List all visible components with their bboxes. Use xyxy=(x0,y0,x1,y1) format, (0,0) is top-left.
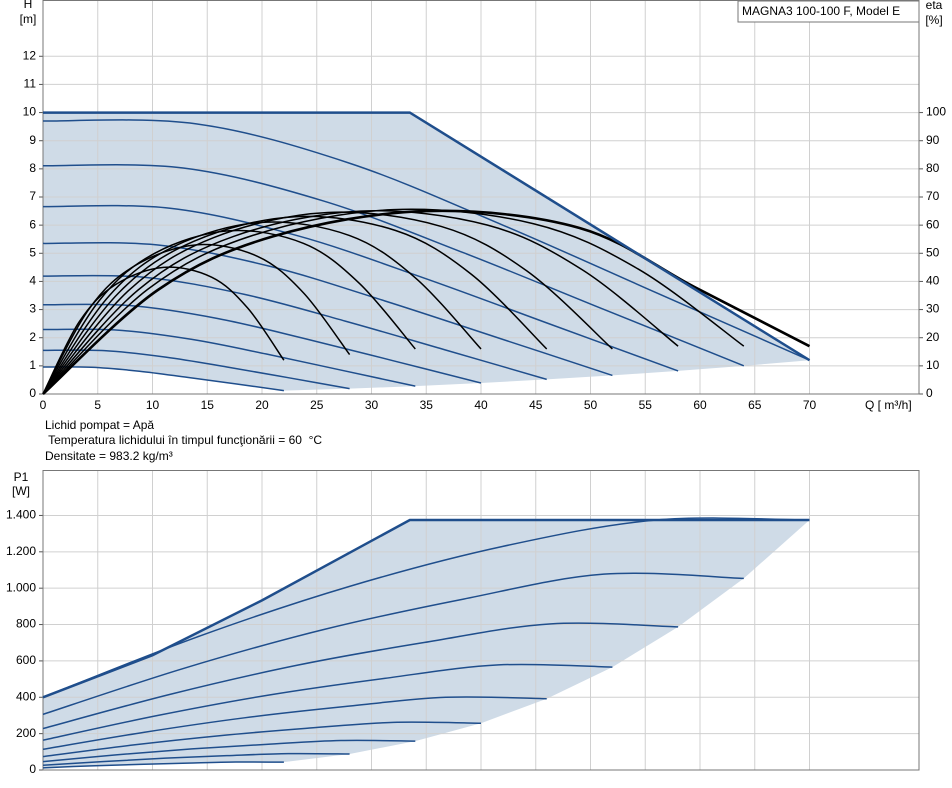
note: Densitate = 983.2 kg/m³ xyxy=(45,449,173,463)
curve xyxy=(42,622,679,730)
efficiency-curve xyxy=(42,229,416,395)
max-curve xyxy=(42,518,810,699)
curve xyxy=(42,274,547,381)
y-tick-label: 4 xyxy=(29,274,36,288)
efficiency-curve xyxy=(42,266,285,395)
y-tick-label: 1.000 xyxy=(6,580,36,594)
curve xyxy=(42,739,416,763)
x-tick-label: 70 xyxy=(803,398,817,412)
model-box-frame xyxy=(737,0,920,23)
y-tick-label: 200 xyxy=(16,726,36,740)
y2-axis-label: eta xyxy=(926,0,943,12)
curve xyxy=(42,663,613,741)
plot-frame xyxy=(42,0,920,395)
y-tick-label: 3 xyxy=(29,302,36,316)
curve xyxy=(42,721,482,758)
y-tick-label: 0 xyxy=(29,386,36,400)
curve xyxy=(42,349,350,390)
note: Temperatura lichidului în timpul funcţio… xyxy=(45,433,322,447)
curve xyxy=(42,164,745,367)
x-tick-label: 50 xyxy=(584,398,598,412)
note: Lichid pompat = Apă xyxy=(45,418,154,432)
y-axis-unit: [m] xyxy=(20,12,37,26)
x-tick-label: 0 xyxy=(40,398,47,412)
curve xyxy=(42,752,350,767)
y-axis-label: P1 xyxy=(14,470,29,484)
y2-tick-label: 90 xyxy=(926,133,940,147)
x-tick-label: 5 xyxy=(94,398,101,412)
efficiency-curve xyxy=(42,243,351,395)
curve xyxy=(42,242,613,377)
x-tick-label: 45 xyxy=(529,398,543,412)
efficiency-curve xyxy=(42,210,679,395)
y-tick-label: 0 xyxy=(29,762,36,776)
efficiency-curve xyxy=(42,211,613,395)
x-tick-label: 10 xyxy=(146,398,160,412)
curve xyxy=(42,204,679,372)
y-axis-label: H xyxy=(24,0,33,11)
x-tick-label: 60 xyxy=(693,398,707,412)
y2-tick-label: 30 xyxy=(926,302,940,316)
y2-tick-label: 100 xyxy=(926,105,946,119)
y2-tick-label: 70 xyxy=(926,189,940,203)
y-tick-label: 1.400 xyxy=(6,508,36,522)
curve xyxy=(42,572,744,716)
y-tick-label: 5 xyxy=(29,245,36,259)
y2-tick-label: 60 xyxy=(926,217,940,231)
curve xyxy=(42,696,547,751)
y-tick-label: 11 xyxy=(24,77,37,91)
efficiency-curve xyxy=(42,215,548,395)
curve xyxy=(42,761,284,769)
plot-frame xyxy=(42,470,920,771)
y2-tick-label: 20 xyxy=(926,330,940,344)
y2-tick-label: 40 xyxy=(926,274,940,288)
y2-tick-label: 50 xyxy=(926,245,940,259)
y-tick-label: 8 xyxy=(29,161,36,175)
curve xyxy=(42,366,285,392)
y2-tick-label: 10 xyxy=(926,358,940,372)
y-tick-label: 1 xyxy=(29,358,36,372)
x-tick-label: 35 xyxy=(420,398,434,412)
y-tick-label: 1.200 xyxy=(6,544,36,558)
max-curve xyxy=(43,111,811,362)
y-tick-label: 600 xyxy=(16,653,36,667)
y-tick-label: 2 xyxy=(29,330,36,344)
y-tick-label: 400 xyxy=(16,689,36,703)
efficiency-curve xyxy=(42,208,745,395)
y-axis-unit: [W] xyxy=(12,484,30,498)
x-tick-label: 55 xyxy=(639,398,653,412)
y2-axis-unit: [%] xyxy=(925,13,942,27)
x-tick-label: 65 xyxy=(748,398,762,412)
model-name: MAGNA3 100-100 F, Model E xyxy=(742,4,900,18)
y-tick-label: 800 xyxy=(16,617,36,631)
x-axis-label: Q [ m³/h] xyxy=(865,398,912,412)
x-tick-label: 20 xyxy=(255,398,269,412)
x-tick-label: 25 xyxy=(310,398,324,412)
y-tick-label: 12 xyxy=(23,48,37,62)
model-box: MAGNA3 100-100 F, Model E xyxy=(737,0,920,23)
y-tick-label: 10 xyxy=(23,105,37,119)
x-tick-label: 30 xyxy=(365,398,379,412)
x-tick-label: 40 xyxy=(474,398,488,412)
y2-tick-label: 80 xyxy=(926,161,940,175)
curve xyxy=(42,119,810,361)
y-tick-label: 6 xyxy=(29,217,36,231)
y-tick-label: 9 xyxy=(29,133,36,147)
x-tick-label: 15 xyxy=(201,398,215,412)
efficiency-curve xyxy=(42,209,811,395)
y2-tick-label: 0 xyxy=(926,386,933,400)
y-tick-label: 7 xyxy=(29,189,36,203)
